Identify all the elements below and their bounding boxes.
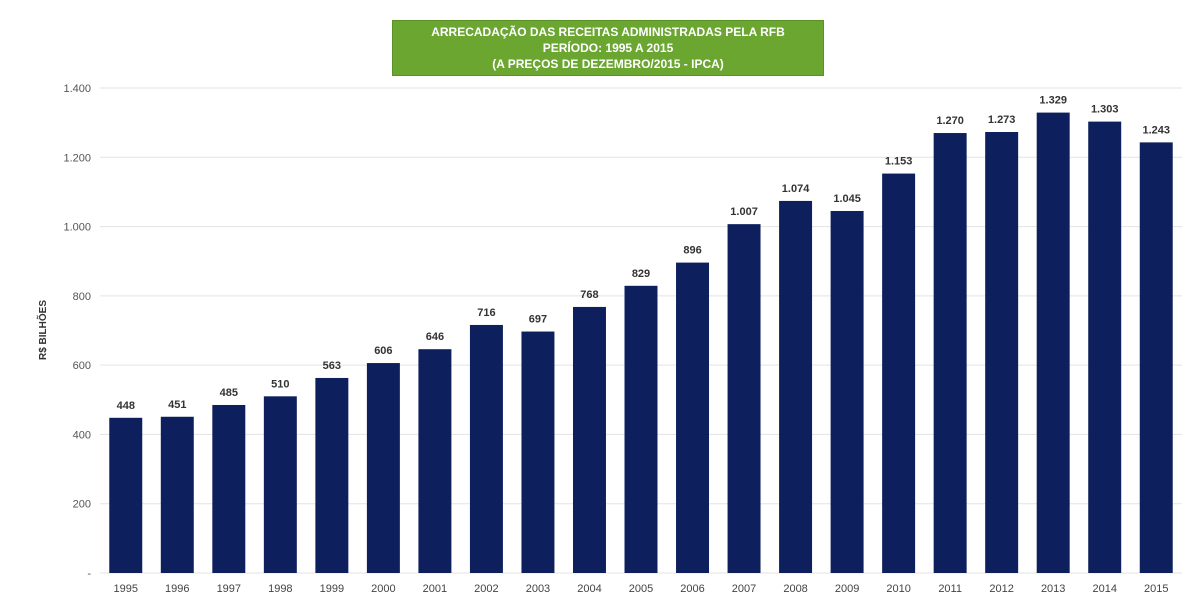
y-tick-label: 1.400 [63,83,91,95]
bar [109,417,143,573]
bar [263,396,297,573]
bar-value-label: 1.273 [988,114,1016,126]
bar [1088,121,1122,573]
bar-value-label: 1.243 [1142,124,1170,136]
bar [366,363,400,573]
x-tick-label: 2012 [989,583,1013,595]
bars [109,112,1173,574]
bar-value-label: 646 [426,331,444,343]
x-tick-label: 2001 [423,583,447,595]
bar-value-label: 485 [220,387,238,399]
bar [1036,112,1070,573]
x-tick-label: 1995 [114,583,138,595]
bar-value-label: 697 [529,314,547,326]
y-tick-label: 400 [73,429,91,441]
x-tick-label: 2010 [886,583,910,595]
bar [469,324,503,573]
bar [676,262,710,573]
bar [212,404,246,573]
bar [882,173,916,573]
x-tick-label: 2005 [629,583,653,595]
bar-value-label: 716 [477,307,495,319]
bar-value-label: 829 [632,268,650,280]
chart-title-line-2: PERÍODO: 1995 A 2015 [542,41,674,55]
y-tick-label: 200 [73,499,91,511]
bar-value-label: 563 [323,360,341,372]
bar-value-label: 448 [117,400,135,412]
bar-value-label: 896 [683,245,701,257]
bar [830,210,864,573]
bar [727,224,761,573]
bar-value-label: 1.045 [833,193,861,205]
bar-value-label: 1.303 [1091,104,1119,116]
value-labels: 448 451 485 510 563 606 646 716 697 768 829 896 1.00… [117,95,1170,412]
x-tick-label: 2013 [1041,583,1065,595]
y-tick-label: 1.200 [63,152,91,164]
chart-title-line-1: ARRECADAÇÃO DAS RECEITAS ADMINISTRADAS P… [431,25,785,39]
chart-title-line-3: (A PREÇOS DE DEZEMBRO/2015 - IPCA) [492,57,724,71]
x-tick-label: 2007 [732,583,756,595]
bar-value-label: 1.007 [730,206,758,218]
bar [572,306,606,573]
y-axis-ticks: - 200 400 600 800 1.000 1.200 1.400 [63,83,91,580]
x-tick-label: 2008 [783,583,807,595]
bar [521,331,555,573]
bar [315,377,349,573]
bar [933,133,967,574]
x-tick-label: 2011 [938,583,962,595]
x-tick-label: 1997 [217,583,241,595]
chart-title: ARRECADAÇÃO DAS RECEITAS ADMINISTRADAS P… [392,20,824,76]
bar-value-label: 1.270 [936,115,964,127]
y-tick-label: - [87,568,91,580]
x-tick-label: 2000 [371,583,395,595]
y-tick-label: 1.000 [63,222,91,234]
y-tick-label: 600 [73,360,91,372]
bar [418,349,452,573]
bar-value-label: 510 [271,378,289,390]
bar-value-label: 606 [374,345,392,357]
x-tick-label: 1999 [320,583,344,595]
bar-value-label: 768 [580,289,598,301]
x-axis-ticks: 1995 1996 1997 1998 1999 2000 2001 2002 2003 2004… [114,583,1169,595]
x-tick-label: 2009 [835,583,859,595]
x-tick-label: 1996 [165,583,189,595]
x-tick-label: 2004 [577,583,601,595]
bar-value-label: 1.329 [1039,95,1067,107]
x-tick-label: 2014 [1092,583,1116,595]
x-tick-label: 2006 [680,583,704,595]
x-tick-label: 2015 [1144,583,1168,595]
bar [160,416,194,573]
bar [1139,142,1173,573]
y-axis-label: R$ BILHÕES [36,300,49,360]
bar-value-label: 1.153 [885,156,913,168]
bar-value-label: 451 [168,399,186,411]
bar [985,131,1019,573]
bar-value-label: 1.074 [782,183,810,195]
x-tick-label: 2003 [526,583,550,595]
x-tick-label: 2002 [474,583,498,595]
y-tick-label: 800 [73,291,91,303]
bar [779,200,813,573]
x-tick-label: 1998 [268,583,292,595]
bar [624,285,658,573]
